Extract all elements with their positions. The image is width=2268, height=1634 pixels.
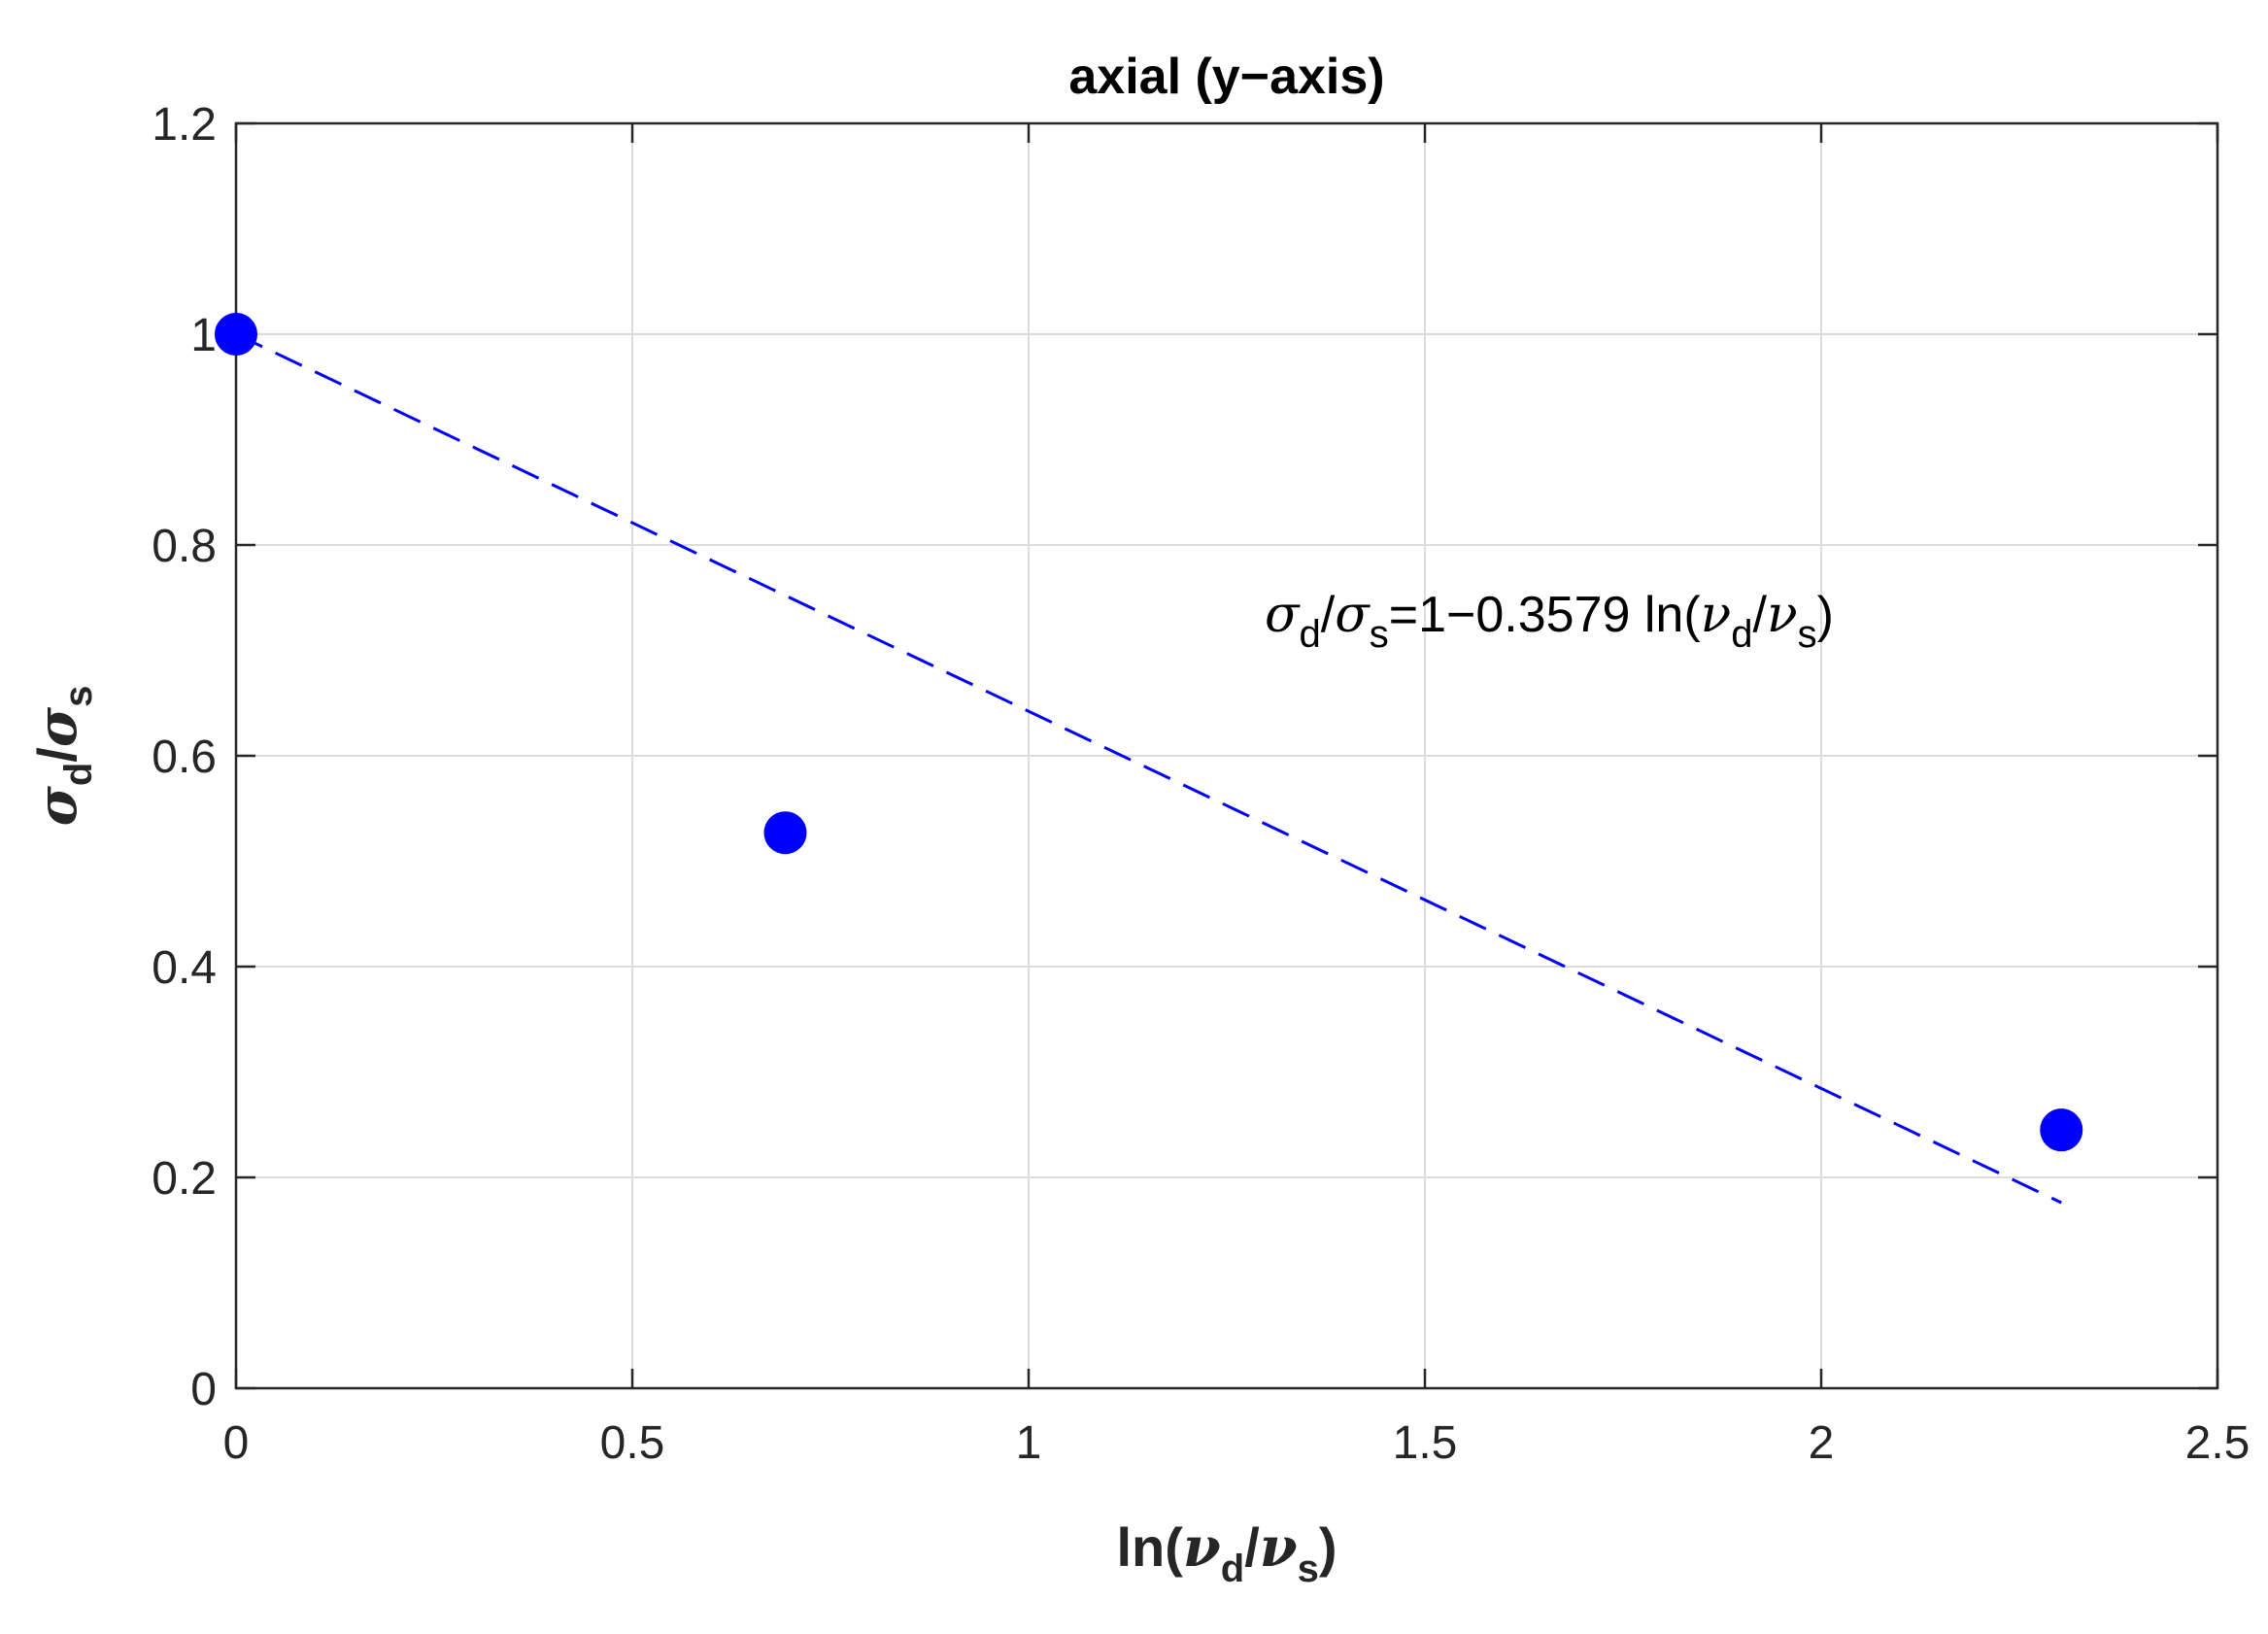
y-tick-label: 0.6 [152,732,217,783]
x-tick-label: 2.5 [2185,1417,2251,1469]
x-tick-label: 0.5 [600,1417,665,1469]
y-tick-label: 1.2 [152,99,217,151]
y-tick-label: 1 [190,310,217,361]
chart-title: axial (y−axis) [1068,49,1384,105]
data-point [215,313,257,356]
y-tick-label: 0 [190,1364,217,1415]
x-axis-label: ln(νd/νs) [1116,1515,1337,1590]
data-point [763,811,807,855]
x-tick-labels: 0 0.5 1 1.5 2 2.5 [223,1417,2251,1469]
x-tick-label: 2 [1809,1417,1835,1469]
fit-equation-annotation: σd/σs=1−0.3579 ln(νd/νs) [1265,586,1834,656]
y-tick-label: 0.2 [152,1153,217,1205]
axes-box [234,121,2219,1390]
y-axis-label: σd/σs [25,686,100,827]
y-tick-label: 0.8 [152,521,217,572]
x-tick-label: 1 [1016,1417,1042,1469]
y-tick-label: 0.4 [152,942,217,994]
x-tick-label: 1.5 [1393,1417,1458,1469]
data-point [2040,1108,2083,1152]
x-tick-label: 0 [223,1417,250,1469]
fit-line-path [235,332,2062,1205]
data-points [215,313,2083,1152]
fit-line [235,332,2062,1205]
y-tick-labels: 0 0.2 0.4 0.6 0.8 1 1.2 [152,99,217,1415]
